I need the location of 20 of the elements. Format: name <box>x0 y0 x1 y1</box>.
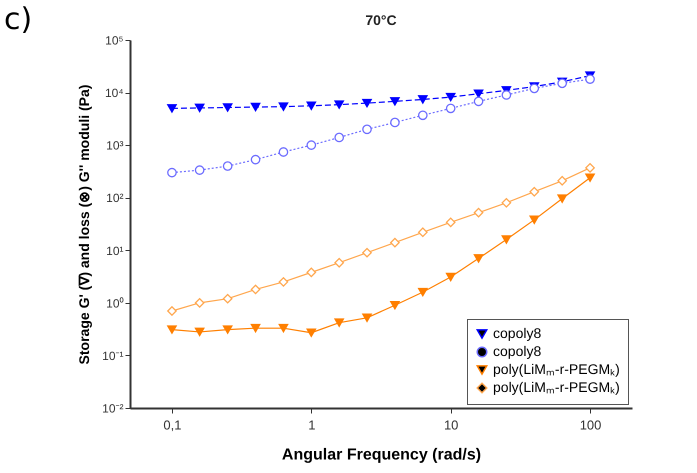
legend-label: copoly8 <box>493 343 542 359</box>
y-tick-label: 10⁴ <box>104 86 124 100</box>
legend-label: poly(LiMₘ-r-PEGMₖ) <box>493 379 620 395</box>
x-tick-label: 100 <box>580 418 602 432</box>
chart-title: 70°C <box>365 12 397 28</box>
y-axis-title: Storage G' (∇) and loss (⊗) G'' moduli (Pa) <box>76 84 92 364</box>
x-tick-label: 1 <box>308 418 316 432</box>
legend-label: poly(LiMₘ-r-PEGMₖ) <box>493 361 620 377</box>
y-tick-label: 10⁰ <box>106 296 124 310</box>
y-tick-label: 10² <box>106 191 124 206</box>
y-tick-label: 10⁻² <box>102 402 124 416</box>
x-axis-title: Angular Frequency (rad/s) <box>282 446 482 464</box>
y-tick-label: 10⁻¹ <box>102 348 124 363</box>
legend-label: copoly8 <box>493 325 542 341</box>
x-tick-label: 10 <box>444 418 458 432</box>
y-tick-label: 10¹ <box>106 244 124 258</box>
y-tick-label: 10⁵ <box>105 34 124 48</box>
x-tick-label: 0,1 <box>163 418 182 432</box>
text: c) <box>4 2 32 37</box>
y-tick-label: 10³ <box>106 138 124 153</box>
